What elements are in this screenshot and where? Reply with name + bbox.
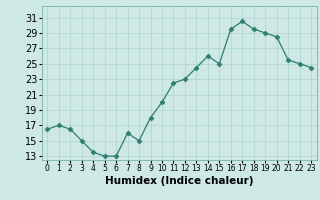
X-axis label: Humidex (Indice chaleur): Humidex (Indice chaleur): [105, 176, 253, 186]
